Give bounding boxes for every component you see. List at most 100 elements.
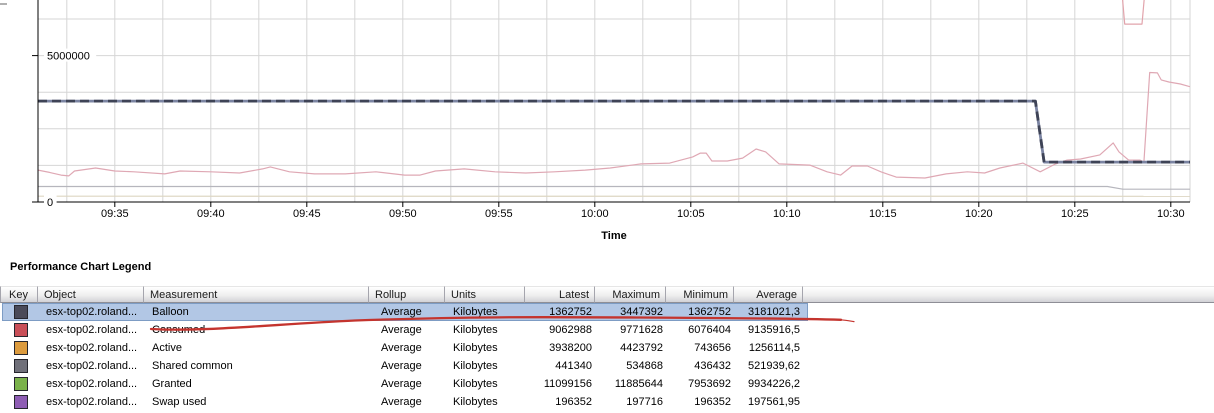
legend-cell-rollup: Average [381, 360, 422, 372]
legend-cell-object: esx-top02.roland... [46, 378, 138, 390]
legend-cell-minimum: 743656 [694, 342, 731, 354]
column-header-measurement[interactable]: Measurement [144, 286, 369, 303]
cropped-edge-artifact [0, 3, 7, 5]
x-tick-label: 09:55 [485, 208, 513, 220]
legend-cell-object: esx-top02.roland... [46, 342, 138, 354]
legend-cell-object: esx-top02.roland... [46, 306, 138, 318]
legend-cell-units: Kilobytes [453, 306, 498, 318]
legend-cell-maximum: 3447392 [620, 306, 663, 318]
x-tick-label: 09:35 [101, 208, 129, 220]
legend-cell-maximum: 534868 [626, 360, 663, 372]
legend-cell-average: 521939,62 [748, 360, 800, 372]
column-header-average[interactable]: Average [734, 286, 803, 303]
column-header-latest[interactable]: Latest [525, 286, 595, 303]
series-key-swatch [14, 359, 28, 373]
legend-row-granted[interactable]: esx-top02.roland... Granted Average Kilobyt… [2, 375, 808, 393]
x-tick-label: 10:25 [1061, 208, 1089, 220]
column-header-object[interactable]: Object [38, 286, 144, 303]
legend-cell-object: esx-top02.roland... [46, 324, 138, 336]
series-line-balloon-dash [38, 99, 1190, 164]
column-header-filler [803, 286, 1214, 303]
x-tick-label: 10:30 [1157, 208, 1185, 220]
legend-cell-average: 1256114,5 [748, 342, 800, 354]
legend-cell-minimum: 7953692 [688, 378, 731, 390]
x-tick-label: 10:00 [581, 208, 609, 220]
legend-cell-minimum: 6076404 [688, 324, 731, 336]
legend-table-body: esx-top02.roland... Balloon Average Kilobyt… [0, 303, 808, 411]
legend-cell-latest: 3938200 [549, 342, 592, 354]
x-tick-label: 10:20 [965, 208, 993, 220]
legend-cell-maximum: 197716 [626, 396, 663, 408]
column-header-minimum[interactable]: Minimum [666, 286, 734, 303]
legend-row-consumed[interactable]: esx-top02.roland... Consumed Average Kiloby… [2, 321, 808, 339]
legend-cell-latest: 441340 [555, 360, 592, 372]
series-key-swatch [14, 305, 28, 319]
legend-cell-key [2, 305, 40, 319]
y-tick-label: 5000000 [47, 51, 90, 63]
series-line-active [38, 71, 1190, 179]
series-line-shared-common [38, 185, 1190, 190]
legend-cell-average: 9135916,5 [748, 324, 800, 336]
legend-cell-latest: 196352 [555, 396, 592, 408]
x-tick-label: 10:10 [773, 208, 801, 220]
x-tick-label: 09:45 [293, 208, 321, 220]
legend-cell-units: Kilobytes [453, 378, 498, 390]
legend-cell-rollup: Average [381, 378, 422, 390]
legend-cell-rollup: Average [381, 396, 422, 408]
legend-cell-maximum: 4423792 [620, 342, 663, 354]
column-header-rollup[interactable]: Rollup [369, 286, 445, 303]
legend-row-swap-used[interactable]: esx-top02.roland... Swap used Average Kilob… [2, 393, 808, 411]
legend-cell-average: 9934226,2 [748, 378, 800, 390]
legend-cell-units: Kilobytes [453, 360, 498, 372]
legend-table-header: Key Object Measurement Rollup Units Latest Max… [0, 286, 1214, 303]
legend-cell-average: 3181021,3 [748, 306, 800, 318]
legend-cell-object: esx-top02.roland... [46, 360, 138, 372]
legend-cell-measurement: Balloon [152, 306, 189, 318]
column-header-maximum[interactable]: Maximum [595, 286, 666, 303]
legend-cell-key [2, 323, 40, 337]
y-tick-label: 0 [47, 197, 53, 209]
series-key-swatch [14, 395, 28, 409]
legend-cell-units: Kilobytes [453, 324, 498, 336]
legend-cell-measurement: Shared common [152, 360, 233, 372]
series-key-swatch [14, 377, 28, 391]
x-tick-label: 09:50 [389, 208, 417, 220]
legend-cell-key [2, 395, 40, 409]
legend-row-balloon[interactable]: esx-top02.roland... Balloon Average Kilobyt… [2, 303, 808, 321]
legend-cell-measurement: Swap used [152, 396, 207, 408]
series-key-swatch [14, 323, 28, 337]
legend-cell-measurement: Active [152, 342, 182, 354]
legend-cell-latest: 9062988 [549, 324, 592, 336]
legend-row-shared-common[interactable]: esx-top02.roland... Shared common Average K… [2, 357, 808, 375]
x-axis-title: Time [601, 230, 626, 242]
legend-cell-measurement: Consumed [152, 324, 206, 336]
y-tick-label-bg [44, 195, 57, 208]
legend-cell-minimum: 1362752 [688, 306, 731, 318]
y-tick-label-bg [44, 48, 97, 62]
legend-cell-key [2, 341, 40, 355]
legend-cell-measurement: Granted [152, 378, 192, 390]
legend-cell-maximum: 9771628 [620, 324, 663, 336]
legend-cell-minimum: 436432 [694, 360, 731, 372]
legend-row-active[interactable]: esx-top02.roland... Active Average Kilobyte… [2, 339, 808, 357]
series-line-consumed [1122, 0, 1145, 25]
legend-cell-units: Kilobytes [453, 396, 498, 408]
legend-cell-units: Kilobytes [453, 342, 498, 354]
legend-cell-rollup: Average [381, 324, 422, 336]
legend-cell-key [2, 377, 40, 391]
legend-cell-minimum: 196352 [694, 396, 731, 408]
legend-cell-object: esx-top02.roland... [46, 396, 138, 408]
x-tick-label: 10:15 [869, 208, 897, 220]
column-header-key[interactable]: Key [0, 286, 38, 303]
legend-cell-key [2, 359, 40, 373]
legend-cell-average: 197561,95 [748, 396, 800, 408]
legend-cell-maximum: 11885644 [614, 378, 663, 390]
legend-cell-rollup: Average [381, 342, 422, 354]
legend-cell-latest: 1362752 [549, 306, 592, 318]
legend-cell-rollup: Average [381, 306, 422, 318]
legend-title: Performance Chart Legend [10, 261, 152, 273]
column-header-units[interactable]: Units [445, 286, 525, 303]
x-tick-label: 10:05 [677, 208, 705, 220]
legend-cell-latest: 11099156 [543, 378, 592, 390]
